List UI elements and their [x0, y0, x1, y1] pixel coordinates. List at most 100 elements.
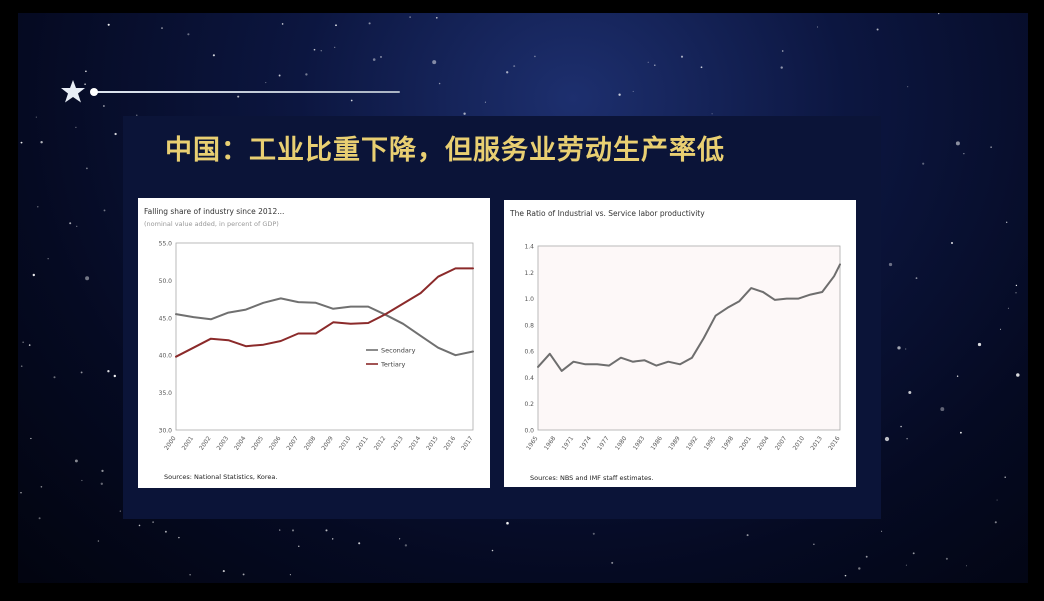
star-dot — [813, 543, 815, 545]
x-tick-label: 2010 — [338, 435, 353, 452]
x-tick-label: 2017 — [460, 435, 475, 452]
y-tick-label: 0.6 — [524, 349, 534, 356]
star-dot — [20, 141, 23, 144]
star-dot — [368, 22, 371, 25]
star-dot — [138, 524, 141, 527]
productivity-ratio-chart: The Ratio of Industrial vs. Service labo… — [504, 200, 856, 487]
star-dot — [22, 341, 24, 343]
star-dot — [152, 521, 154, 523]
y-tick-label: 45.0 — [159, 315, 173, 322]
x-tick-label: 1995 — [703, 435, 718, 452]
y-tick-label: 30.0 — [159, 428, 173, 435]
star-dot — [30, 437, 32, 440]
star-dot — [534, 55, 536, 58]
x-tick-label: 1986 — [649, 435, 664, 452]
star-dot — [938, 13, 940, 15]
star-dot — [305, 73, 308, 76]
x-tick-label: 1980 — [614, 435, 629, 452]
star-dot — [103, 209, 106, 212]
star-dot — [20, 492, 22, 494]
star-dot — [74, 459, 78, 463]
y-tick-label: 35.0 — [159, 390, 173, 397]
star-dot — [922, 162, 925, 165]
star-dot — [20, 365, 23, 368]
star-dot — [506, 71, 509, 74]
star-dot — [281, 23, 284, 25]
series-line-secondary — [175, 297, 474, 357]
star-dot — [816, 26, 819, 28]
star-dot — [320, 50, 322, 52]
slide: 中国：工业比重下降，但服务业劳动生产率低 Falling share of in… — [18, 13, 1028, 583]
y-tick-label: 40.0 — [159, 353, 173, 360]
star-dot — [432, 60, 437, 65]
star-dot — [404, 544, 408, 547]
star-dot — [313, 48, 316, 51]
star-dot — [380, 56, 382, 58]
star-dot — [32, 273, 35, 277]
x-tick-label: 2009 — [320, 435, 335, 452]
star-dot — [69, 222, 72, 225]
x-tick-label: 2006 — [268, 435, 283, 452]
y-tick-label: 0.8 — [524, 322, 534, 329]
star-dot — [325, 529, 328, 532]
productivity-ratio-chart-svg: The Ratio of Industrial vs. Service labo… — [509, 209, 842, 482]
star-dot — [844, 574, 847, 577]
star-dot — [358, 542, 361, 545]
star-dot — [897, 346, 901, 350]
star-dot — [956, 375, 959, 377]
x-tick-label: 2013 — [390, 435, 405, 452]
star-dot — [409, 16, 411, 18]
star-dot — [1015, 292, 1017, 294]
star-dot — [80, 371, 83, 374]
x-tick-label: 2016 — [443, 435, 458, 452]
y-tick-label: 0.0 — [524, 428, 534, 435]
industry-share-chart: Falling share of industry since 2012... (… — [138, 198, 490, 488]
star-dot — [113, 374, 117, 378]
star-dot — [999, 328, 1002, 330]
star-dot — [965, 565, 968, 567]
star-dot — [940, 407, 945, 412]
star-dot — [237, 95, 240, 98]
star-dot — [907, 86, 909, 88]
chart-source: Sources: NBS and IMF staff estimates. — [530, 474, 654, 482]
star-dot — [858, 567, 861, 570]
star-dot — [996, 499, 998, 501]
star-dot — [97, 540, 100, 542]
star-dot — [335, 24, 337, 27]
star-dot — [912, 552, 915, 555]
star-dot — [950, 241, 954, 245]
star-dot — [905, 564, 907, 566]
y-tick-label: 0.2 — [524, 401, 534, 408]
x-tick-label: 1977 — [596, 435, 611, 452]
star-dot — [85, 70, 87, 73]
y-tick-label: 1.4 — [524, 244, 534, 251]
x-tick-label: 1998 — [721, 435, 736, 452]
x-tick-label: 2013 — [809, 435, 824, 452]
star-icon — [61, 80, 85, 103]
x-tick-label: 2002 — [198, 435, 213, 452]
star-dot — [506, 521, 509, 525]
star-dot — [884, 436, 890, 442]
chart-title: Falling share of industry since 2012... — [144, 207, 284, 216]
star-dot — [1004, 476, 1006, 478]
star-dot — [780, 66, 783, 69]
star-dot — [618, 93, 621, 96]
x-tick-label: 2003 — [216, 435, 231, 452]
star-dot — [107, 370, 110, 373]
chart-source: Sources: National Statistics, Korea. — [164, 473, 277, 481]
x-tick-label: 2007 — [285, 435, 300, 452]
star-dot — [189, 574, 191, 576]
star-dot — [963, 153, 965, 155]
plot-area — [175, 242, 474, 431]
star-dot — [164, 530, 167, 533]
star-dot — [279, 529, 281, 531]
star-dot — [491, 549, 494, 552]
x-tick-label: 2004 — [756, 435, 771, 452]
x-tick-label: 2012 — [373, 435, 388, 452]
star-dot — [178, 536, 180, 539]
star-dot — [680, 55, 684, 58]
x-tick-label: 2001 — [738, 435, 753, 452]
star-dot — [212, 54, 215, 57]
star-dot — [161, 27, 163, 30]
star-dot — [85, 276, 90, 281]
